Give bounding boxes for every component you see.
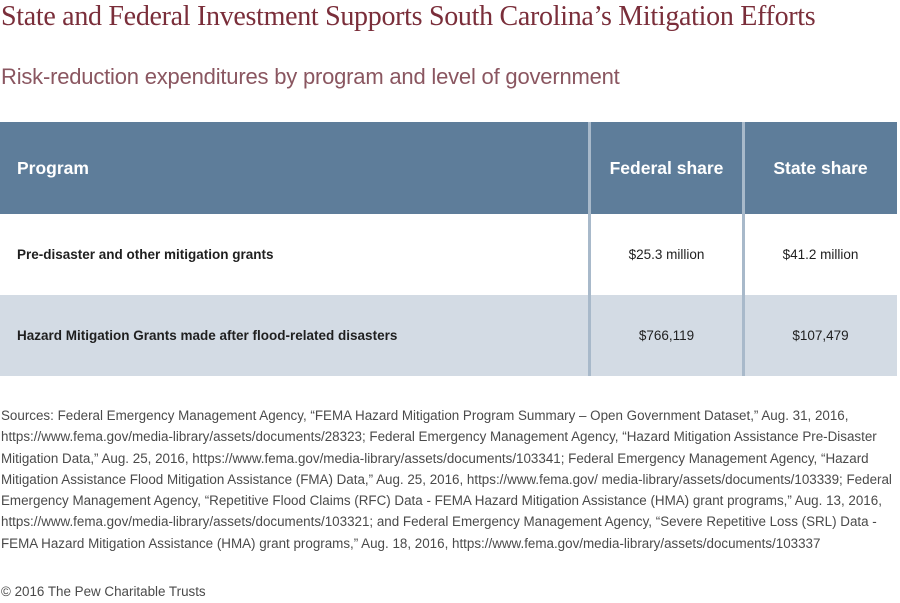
sources-note: Sources: Federal Emergency Management Ag… (1, 408, 892, 551)
column-divider (742, 122, 745, 376)
page-subtitle: Risk-reduction expenditures by program a… (1, 64, 620, 89)
header-state-share: State share (773, 157, 868, 178)
column-divider (588, 122, 591, 376)
expenditures-table: Program Federal share State share Pre-di… (0, 122, 897, 376)
row-program: Pre-disaster and other mitigation grants (17, 247, 274, 262)
table-header-row: Program Federal share State share (0, 122, 897, 214)
row-program: Hazard Mitigation Grants made after floo… (17, 328, 398, 343)
table-row: Pre-disaster and other mitigation grants… (0, 214, 897, 295)
header-federal-share: Federal share (609, 157, 724, 178)
page-title: State and Federal Investment Supports So… (1, 1, 816, 32)
row-federal-share: $25.3 million (628, 247, 705, 262)
row-state-share: $107,479 (792, 328, 849, 343)
header-program: Program (17, 157, 89, 178)
table-row: Hazard Mitigation Grants made after floo… (0, 295, 897, 376)
copyright-notice: © 2016 The Pew Charitable Trusts (1, 584, 206, 599)
row-state-share: $41.2 million (782, 247, 859, 262)
row-federal-share: $766,119 (638, 328, 695, 343)
